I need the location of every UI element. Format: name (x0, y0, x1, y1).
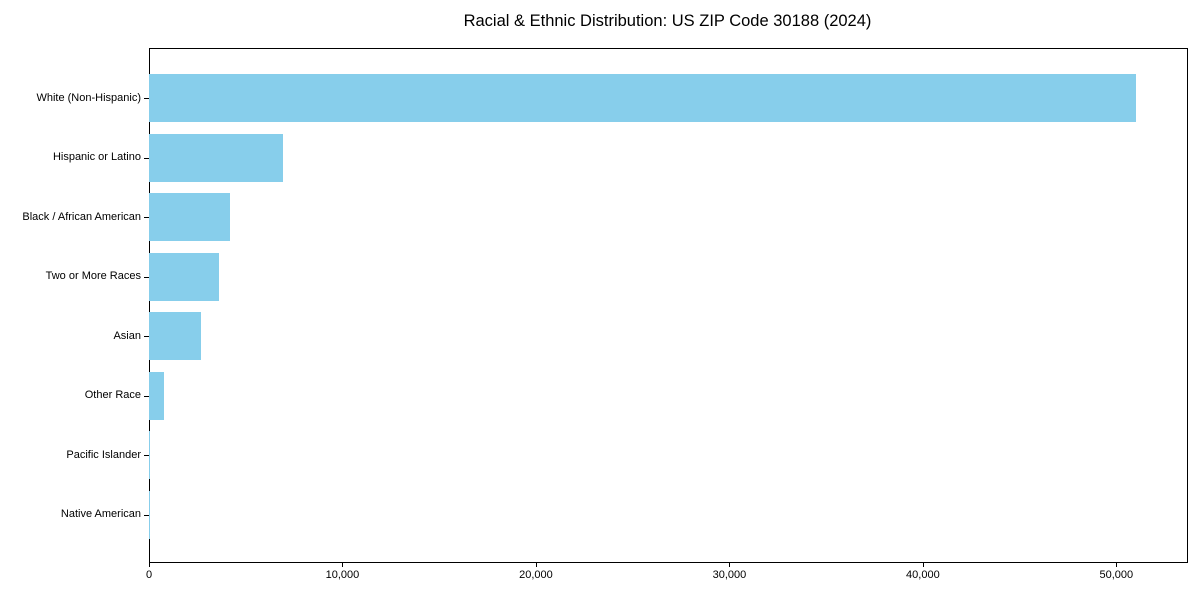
y-tick-mark (144, 157, 149, 159)
bar-white-non-hispanic (149, 74, 1136, 122)
x-tick-mark (342, 562, 344, 567)
x-tick-label-10000: 10,000 (325, 569, 360, 581)
y-tick-label-white-non-hispanic: White (Non-Hispanic) (36, 91, 141, 104)
y-tick-mark (144, 217, 149, 218)
y-tick-mark (144, 455, 149, 456)
plot-area (149, 48, 1188, 563)
x-tick-mark (922, 562, 924, 567)
y-tick-mark (144, 98, 149, 99)
y-tick-label-two-or-more-races: Two or More Races (45, 270, 141, 282)
x-tick-mark (1116, 562, 1118, 567)
y-tick-label-other-race: Other Race (84, 389, 141, 401)
bar-hispanic-or-latino (149, 133, 284, 182)
x-tick-mark (535, 562, 537, 567)
y-tick-mark (144, 514, 149, 516)
y-tick-mark (144, 336, 149, 337)
bar-two-or-more-races (149, 252, 219, 301)
x-tick-label-40000: 40,000 (906, 569, 940, 581)
x-tick-label-0: 0 (145, 569, 153, 581)
y-tick-label-hispanic-or-latino: Hispanic or Latino (52, 151, 141, 163)
bar-black-african-american (149, 193, 231, 241)
y-tick-label-black-african-american: Black / African American (22, 210, 141, 223)
x-tick-label-30000: 30,000 (712, 569, 747, 581)
x-tick-mark (729, 562, 731, 567)
y-tick-mark (144, 276, 149, 278)
bar-pacific-islander (149, 431, 151, 479)
y-tick-mark (144, 395, 149, 397)
x-tick-label-50000: 50,000 (1099, 569, 1134, 581)
bar-other-race (149, 371, 165, 420)
y-tick-label-native-american: Native American (60, 508, 141, 520)
bar-asian (149, 312, 202, 360)
y-tick-label-pacific-islander: Pacific Islander (66, 448, 141, 461)
x-tick-mark (149, 562, 150, 567)
y-tick-label-asian: Asian (113, 329, 141, 342)
x-tick-label-20000: 20,000 (519, 569, 553, 581)
chart-title: Racial & Ethnic Distribution: US ZIP Cod… (463, 12, 872, 30)
